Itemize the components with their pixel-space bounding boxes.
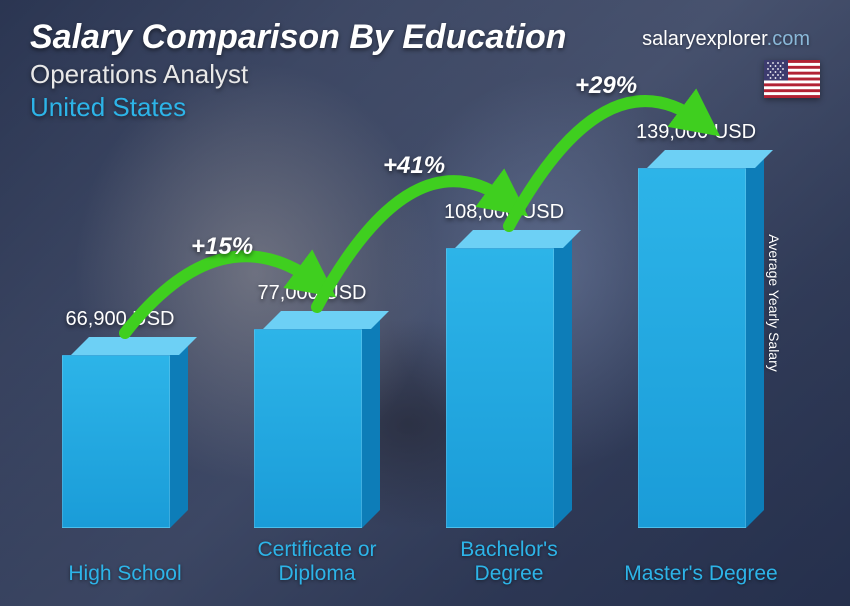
chart-country: United States [30, 92, 567, 123]
y-axis-label: Average Yearly Salary [765, 234, 781, 372]
us-flag-icon [764, 60, 820, 98]
increase-percent-label: +15% [191, 233, 253, 261]
bar-chart: 66,900 USDHigh School77,000 USDCertifica… [40, 86, 810, 586]
brand-watermark: salaryexplorer.com [642, 28, 810, 51]
chart-title: Salary Comparison By Education [30, 18, 567, 57]
increase-percent-label: +41% [383, 152, 445, 180]
brand-name: salaryexplorer [642, 28, 767, 50]
brand-suffix: .com [767, 28, 810, 50]
chart-subtitle: Operations Analyst [30, 59, 567, 90]
increase-percent-label: +29% [575, 72, 637, 100]
header: Salary Comparison By Education Operation… [30, 18, 567, 123]
